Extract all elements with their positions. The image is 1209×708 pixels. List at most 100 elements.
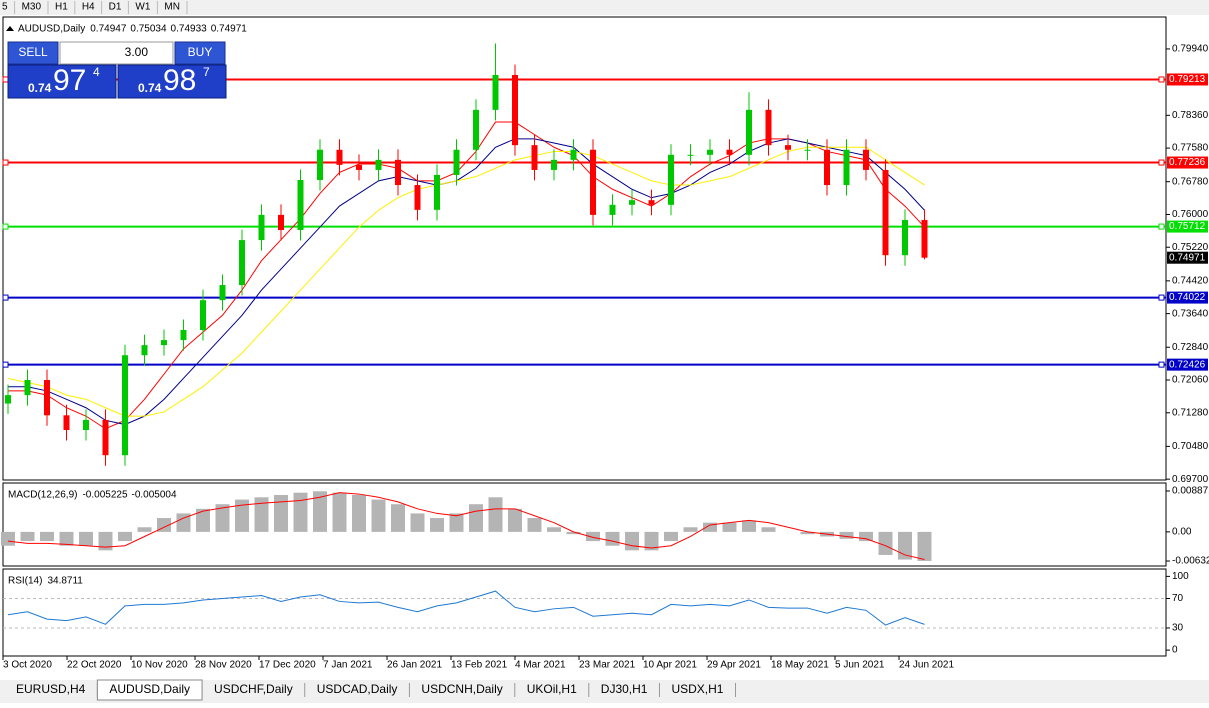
- level-label-bg: [1167, 291, 1208, 304]
- macd-bar: [605, 531, 620, 546]
- macd-bar: [527, 518, 542, 532]
- y-tick-label: 0.76000: [1172, 209, 1209, 220]
- macd-bar: [313, 491, 327, 532]
- indicator-line: [8, 138, 925, 426]
- y-tick-label: 0.75220: [1172, 242, 1209, 253]
- candle-body: [239, 240, 245, 286]
- candle-body: [102, 419, 109, 456]
- timeframe-button[interactable]: H1: [55, 2, 68, 13]
- ask-box[interactable]: [117, 64, 227, 99]
- timeframe-button[interactable]: H4: [82, 2, 95, 13]
- sell-label[interactable]: SELL: [18, 45, 48, 59]
- macd-bar: [176, 513, 191, 532]
- macd-bar: [235, 499, 249, 532]
- y-tick-label: 100: [1172, 571, 1189, 582]
- x-tick-label: 10 Nov 2020: [131, 660, 188, 671]
- y-tick-label: 0.72060: [1172, 375, 1209, 386]
- x-tick-label: 29 Apr 2021: [707, 660, 761, 671]
- macd-bar: [761, 527, 776, 532]
- buy-button[interactable]: [174, 41, 226, 65]
- level-handle: [2, 294, 9, 301]
- candle-body: [609, 204, 616, 215]
- indicator-line: [8, 121, 925, 430]
- macd-bar: [839, 531, 854, 539]
- lot-value[interactable]: 3.00: [125, 45, 149, 59]
- y-tick-label: 0.77580: [1172, 143, 1209, 154]
- active-tab-bg: [96, 679, 203, 701]
- x-tick-label: 4 Mar 2021: [515, 660, 566, 671]
- macd-bar: [625, 531, 639, 551]
- header-arrow: [6, 26, 14, 31]
- level-handle: [2, 361, 9, 368]
- chart-tab[interactable]: UKOil,H1: [527, 682, 577, 696]
- timeframe-button[interactable]: 5: [2, 2, 8, 13]
- candle-body: [921, 219, 928, 258]
- macd-bar: [274, 494, 288, 532]
- timeframe-button[interactable]: M30: [22, 2, 42, 13]
- ask-small: 7: [203, 65, 210, 79]
- candle-body: [5, 395, 11, 404]
- macd-bar: [566, 531, 581, 535]
- macd-bar: [878, 531, 893, 555]
- header-value: 0.74947: [90, 24, 127, 35]
- macd-bar: [430, 518, 444, 532]
- level-label: 0.74022: [1169, 292, 1206, 303]
- macd-bar: [449, 513, 464, 532]
- timeframe-button[interactable]: W1: [135, 2, 150, 13]
- macd-bar: [742, 520, 756, 532]
- header-value: 0.74971: [211, 24, 248, 35]
- candle-body: [531, 145, 538, 170]
- level-label-bg: [1167, 156, 1208, 169]
- candle-body: [434, 174, 440, 210]
- candle-body: [882, 169, 889, 256]
- candle-body: [843, 149, 850, 186]
- indicator-line: [7, 590, 925, 626]
- macd-bar: [371, 499, 386, 532]
- candle-body: [863, 149, 869, 170]
- candle-body: [551, 159, 557, 170]
- y-tick-label: 0.79940: [1172, 44, 1209, 55]
- chart-tab[interactable]: USDCNH,Daily: [421, 682, 502, 696]
- chart-tab[interactable]: USDCAD,Daily: [317, 682, 398, 696]
- sell-button[interactable]: [7, 41, 59, 65]
- macd-bar: [898, 531, 912, 560]
- candle-body: [629, 200, 635, 205]
- chart-tab[interactable]: AUDUSD,Daily: [109, 682, 190, 696]
- x-tick-label: 23 Mar 2021: [579, 660, 636, 671]
- macd-bar: [547, 527, 561, 532]
- candle-body: [141, 345, 148, 356]
- ask-big: 98: [163, 64, 196, 97]
- chart-tab[interactable]: EURUSD,H4: [16, 682, 86, 696]
- macd-bar: [79, 531, 93, 546]
- bid-box[interactable]: [7, 64, 117, 99]
- timeframe-button[interactable]: MN: [164, 2, 180, 13]
- candle-body: [746, 109, 752, 155]
- chart-tab[interactable]: USDX,H1: [671, 682, 723, 696]
- macd-bar: [722, 522, 737, 532]
- macd-bar: [98, 531, 113, 551]
- indicator-line: [7, 146, 925, 417]
- macd-pane: [2, 482, 1167, 567]
- macd-bar: [332, 492, 347, 532]
- candle-body: [161, 340, 167, 346]
- header-value: -0.005225: [82, 490, 127, 501]
- y-tick-label: 0.76780: [1172, 176, 1209, 187]
- macd-bar: [410, 513, 425, 532]
- timeframe-button[interactable]: D1: [109, 2, 122, 13]
- header-value: 34.8711: [47, 576, 83, 587]
- candle-body: [219, 285, 226, 301]
- candle-body: [297, 180, 304, 231]
- macd-bar: [20, 531, 35, 542]
- candle-body: [570, 149, 577, 160]
- candle-body: [200, 300, 206, 331]
- lot-input[interactable]: [59, 41, 174, 65]
- macd-bar: [703, 522, 717, 532]
- candle-body: [258, 214, 265, 241]
- chart-tab[interactable]: DJ30,H1: [601, 682, 648, 696]
- chart-tab[interactable]: USDCHF,Daily: [214, 682, 293, 696]
- buy-label[interactable]: BUY: [188, 45, 213, 59]
- ask-prefix: 0.74: [138, 81, 162, 95]
- indicator-line: [7, 492, 925, 561]
